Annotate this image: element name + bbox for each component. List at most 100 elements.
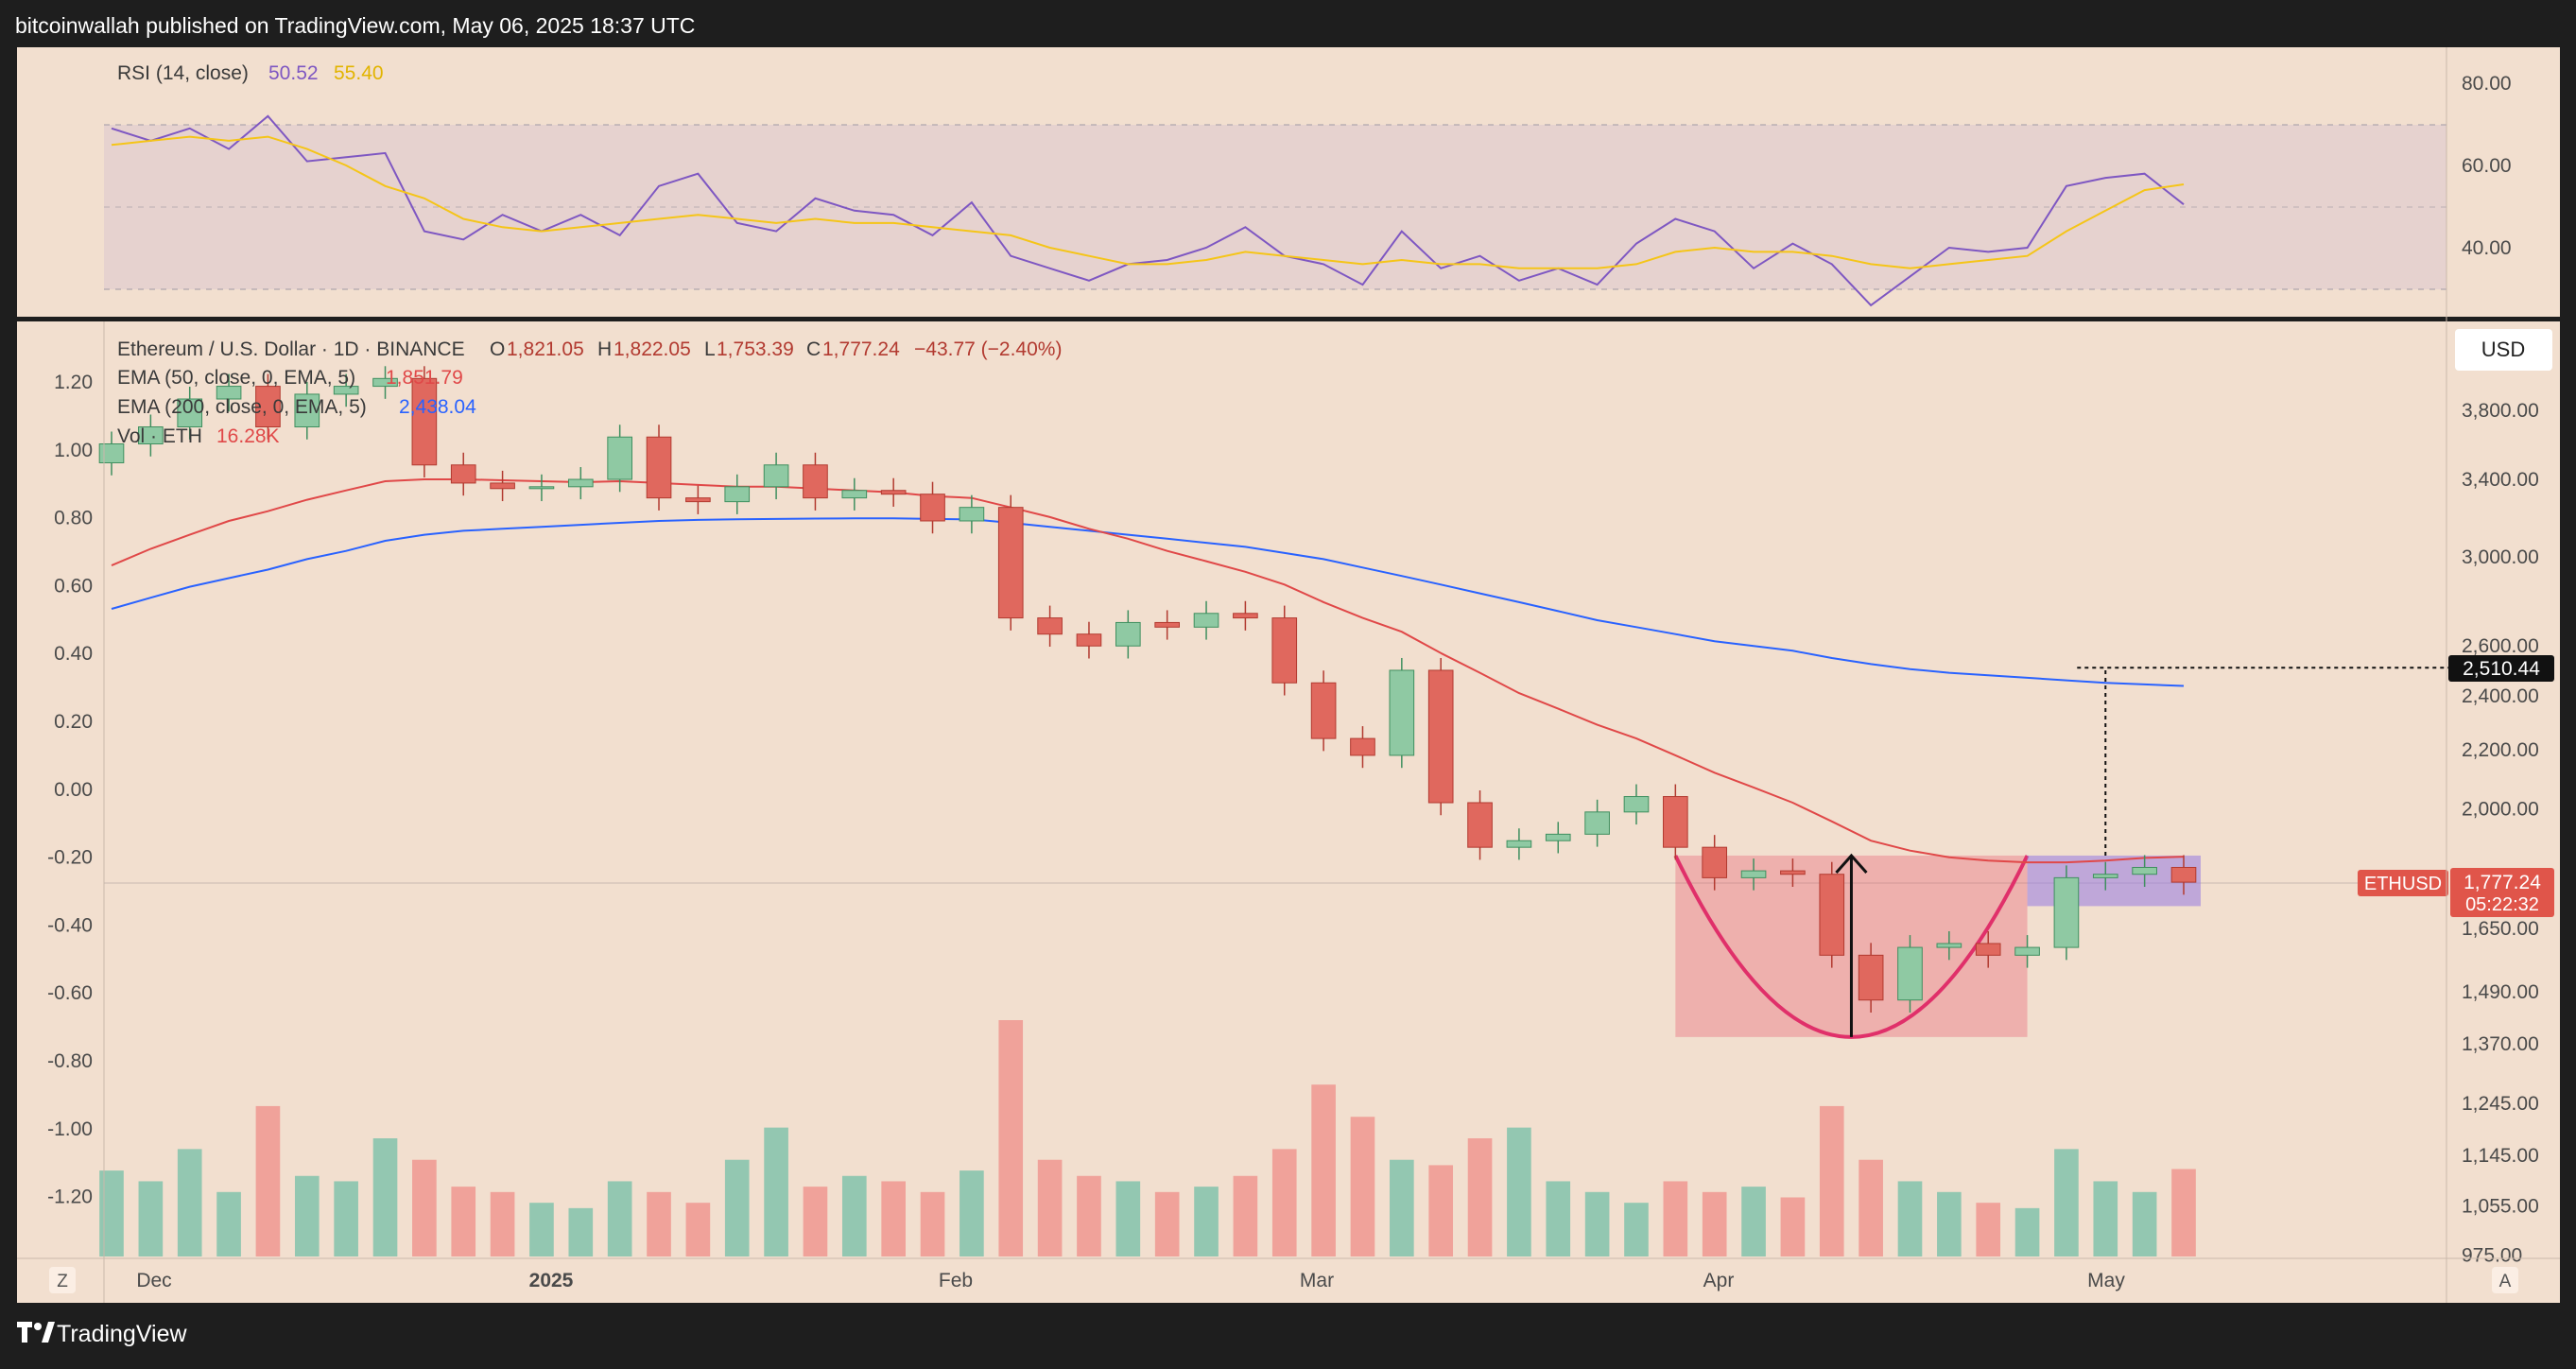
volume-bar: [1077, 1175, 1101, 1256]
volume-bar: [1859, 1159, 1883, 1256]
volume-bar: [1507, 1127, 1531, 1256]
x-tick: May: [2087, 1270, 2125, 1291]
scale-button[interactable]: Z: [49, 1267, 76, 1293]
volume-bar: [451, 1187, 476, 1256]
volume-bar: [647, 1191, 671, 1256]
candle-down: [1819, 874, 1845, 956]
rsi-panel[interactable]: RSI (14, close) 50.52 55.40 80.00 60.00 40…: [104, 62, 2512, 307]
price-tick: 2,600.00: [2462, 635, 2539, 657]
last-price-tag: ETHUSD 1,777.24 05:22:32: [2358, 868, 2554, 917]
price-tick: 975.00: [2462, 1244, 2522, 1266]
volume-bar: [1819, 1105, 1844, 1256]
volume-bar: [138, 1181, 164, 1256]
candle-down: [1154, 621, 1181, 628]
candle-up: [1389, 669, 1415, 756]
candle-down: [880, 490, 907, 495]
time-axis[interactable]: Dec 2025 Feb Mar Apr May Z A: [17, 47, 2560, 1303]
rsi-tick: 80.00: [2462, 73, 2512, 95]
candle-up: [372, 377, 398, 388]
volume-label: Vol · ETH: [117, 425, 202, 447]
percent-tick: -0.80: [47, 1050, 93, 1072]
ema50-label: EMA (50, close, 0, EMA, 5): [117, 367, 355, 389]
volume-bar: [960, 1170, 984, 1256]
candle-down: [1037, 617, 1063, 635]
volume-value: 16.28K: [216, 425, 280, 447]
volume-bar: [1584, 1191, 1610, 1256]
percent-tick: 0.80: [54, 508, 93, 529]
candle-up: [2132, 866, 2157, 875]
legend-low-label: L: [704, 338, 716, 360]
cup-depth-arrowhead: [1835, 853, 1868, 874]
price-axis: 3,800.00 3,400.00 3,000.00 2,600.00 2,400.00…: [2462, 400, 2539, 1266]
volume-bar: [1037, 1159, 1063, 1256]
candle-up: [528, 486, 555, 490]
volume-bar: [1390, 1159, 1414, 1256]
auto-scale-button-label: A: [2499, 1272, 2512, 1291]
candle-down: [1076, 633, 1102, 647]
volume-bar: [841, 1175, 867, 1256]
volume-bar: [2014, 1207, 2040, 1256]
volume-bar: [490, 1191, 515, 1256]
auto-scale-button[interactable]: A: [2492, 1267, 2518, 1293]
price-tick: 3,000.00: [2462, 546, 2539, 568]
x-ticks: Dec 2025 Feb Mar Apr May: [136, 1270, 2125, 1291]
legend-low: 1,753.39: [717, 338, 794, 360]
annotations: [1835, 667, 2448, 1037]
price-tick: 3,400.00: [2462, 469, 2539, 491]
percent-tick: 0.20: [54, 711, 93, 733]
price-tick: 2,000.00: [2462, 799, 2539, 821]
price-tick: 1,650.00: [2462, 918, 2539, 940]
legend-symbol: Ethereum / U.S. Dollar · 1D · BINANCE: [117, 338, 465, 360]
candle-up: [2014, 946, 2040, 956]
candle-down: [1780, 870, 1806, 875]
footer-logo: TradingView: [17, 1321, 188, 1347]
candle-up: [607, 436, 632, 480]
candle-down: [646, 436, 672, 499]
candle-up: [1740, 870, 1767, 878]
candle-up: [1506, 840, 1532, 848]
volume-bar: [1937, 1191, 1962, 1256]
rsi-tick: 60.00: [2462, 155, 2512, 177]
footer-logo-text: TradingView: [57, 1321, 188, 1347]
volume-bar: [607, 1181, 632, 1256]
percent-tick: 1.20: [54, 372, 93, 393]
volume-bar: [2171, 1169, 2196, 1256]
candle-down: [255, 386, 281, 428]
price-tick: 2,400.00: [2462, 685, 2539, 707]
candle-down: [1427, 669, 1454, 804]
candle-up: [294, 393, 320, 428]
candle-up: [138, 426, 164, 445]
volume-bar: [568, 1207, 594, 1256]
volume-bar: [1154, 1191, 1180, 1256]
tradingview-logo-icon: [17, 1322, 32, 1343]
price-tick: 1,370.00: [2462, 1033, 2539, 1055]
price-tick: 1,490.00: [2462, 981, 2539, 1003]
rsi-ma-line: [111, 135, 2185, 269]
candle-down: [2170, 866, 2197, 883]
price-panel[interactable]: Ethereum / U.S. Dollar · 1D · BINANCE O …: [47, 329, 2554, 1266]
candle-up: [724, 486, 751, 503]
x-tick: 2025: [529, 1270, 574, 1291]
candle-down: [1858, 954, 1884, 1001]
volume-bar: [1428, 1165, 1454, 1256]
candle-down: [1663, 796, 1688, 848]
legend-open-label: O: [490, 338, 505, 360]
volume-bar: [1194, 1187, 1219, 1256]
volume-bar: [1115, 1181, 1141, 1256]
volume-bar: [216, 1191, 241, 1256]
volume-bar: [529, 1203, 554, 1256]
volume-bar: [2093, 1181, 2118, 1256]
percent-tick: 0.60: [54, 575, 93, 597]
currency-button[interactable]: USD: [2455, 329, 2552, 371]
x-tick: Feb: [939, 1270, 973, 1291]
volume-bar: [412, 1159, 437, 1256]
percent-tick: -0.20: [47, 847, 93, 869]
candle-down: [685, 497, 711, 503]
candle-down: [1975, 943, 2001, 956]
volume-bar: [372, 1138, 398, 1256]
candle-up: [177, 398, 203, 428]
legend-open: 1,821.05: [507, 338, 584, 360]
legend: Ethereum / U.S. Dollar · 1D · BINANCE O …: [117, 338, 1062, 447]
volume-bar: [881, 1181, 906, 1256]
